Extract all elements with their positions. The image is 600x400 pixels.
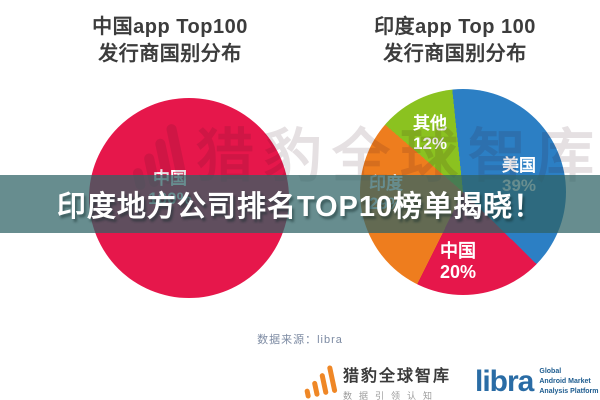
slice-name: 其他 bbox=[413, 114, 447, 133]
slice-name: 美国 bbox=[502, 156, 536, 175]
pie-slice-label-other: 其他 12% bbox=[388, 114, 472, 154]
right-chart-title-line2: 发行商国别分布 bbox=[383, 43, 527, 65]
cheetah-logo-text: 猎豹全球智库 数据引领认知 bbox=[343, 362, 451, 400]
libra-desc-line3: Analysis Platform bbox=[539, 388, 599, 396]
headline-banner: 印度地方公司排名TOP10榜单揭晓！ bbox=[0, 175, 600, 233]
slice-pct: 20% bbox=[439, 262, 477, 283]
libra-desc-line1: Global bbox=[539, 367, 562, 375]
slice-pct: 12% bbox=[412, 134, 448, 154]
libra-logo: libra Global Android Market Analysis Pla… bbox=[475, 364, 599, 398]
libra-desc-line2: Android Market bbox=[539, 377, 591, 385]
cheetah-logo-name: 猎豹全球智库 bbox=[343, 368, 452, 385]
libra-description: Global Android Market Analysis Platform bbox=[539, 367, 598, 397]
right-chart-title-line1: 印度app Top 100 bbox=[374, 16, 536, 38]
libra-wordmark: libra bbox=[475, 364, 534, 398]
left-chart-title-line1: 中国app Top100 bbox=[92, 16, 248, 38]
cheetah-lab-logo: 猎豹全球智库 数据引领认知 bbox=[303, 362, 451, 400]
right-chart-title: 印度app Top 100 发行商国别分布 bbox=[345, 14, 565, 68]
source-note: 数据来源：libra bbox=[257, 334, 343, 346]
left-chart-title-line2: 发行商国别分布 bbox=[98, 43, 242, 65]
cheetah-logo-tagline: 数据引领认知 bbox=[343, 391, 440, 400]
footer-logos: 猎豹全球智库 数据引领认知 libra Global Android Marke… bbox=[303, 362, 599, 400]
headline-text: 印度地方公司排名TOP10榜单揭晓！ bbox=[56, 191, 544, 223]
pie-slice-label-china-right: 中国 20% bbox=[416, 241, 500, 283]
slice-name: 中国 bbox=[440, 241, 476, 261]
left-chart-title: 中国app Top100 发行商国别分布 bbox=[60, 14, 280, 68]
signal-bars-icon bbox=[300, 364, 338, 400]
